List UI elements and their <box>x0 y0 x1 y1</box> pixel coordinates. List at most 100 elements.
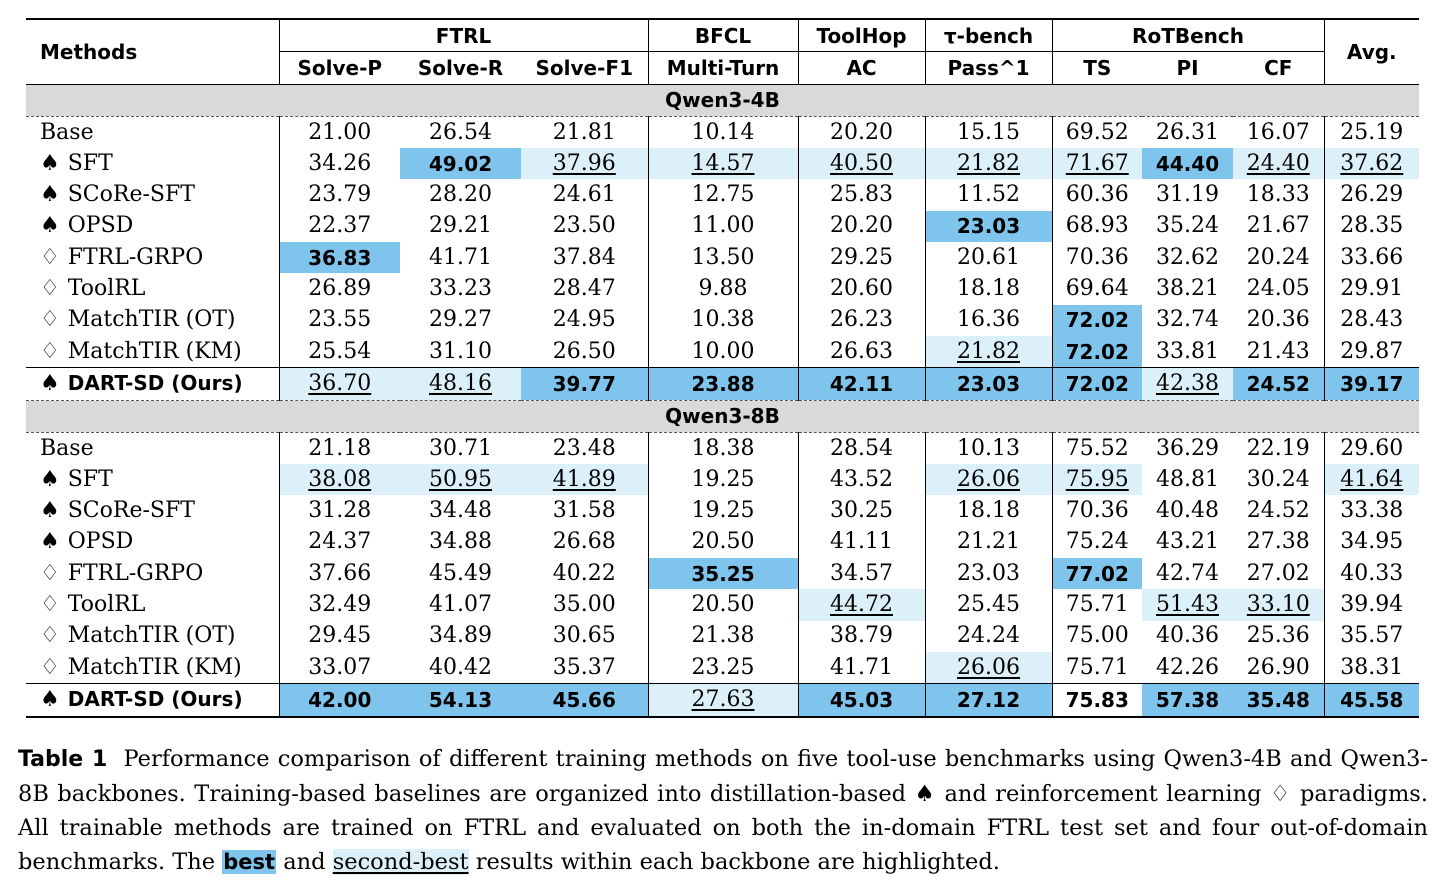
value-cell: 60.36 <box>1051 179 1143 211</box>
value-cell: 75.83 <box>1051 683 1143 718</box>
value-cell: 69.64 <box>1051 273 1143 305</box>
methods-header: Methods <box>26 17 279 85</box>
value-cell: 27.63 <box>647 683 799 718</box>
value-cell: 25.45 <box>924 589 1053 621</box>
value-cell: 23.50 <box>552 213 616 239</box>
value-cell: 50.95 <box>400 464 521 496</box>
value-cell: 33.81 <box>1156 338 1219 364</box>
value-cell: 20.50 <box>647 526 799 559</box>
group-header-ftrl: FTRL <box>278 18 649 52</box>
value-cell: 25.54 <box>278 335 400 368</box>
value-cell: 51.43 <box>1142 589 1234 621</box>
value-cell: 26.50 <box>552 338 616 364</box>
value-cell: 21.67 <box>1246 213 1310 239</box>
value-cell: 30.71 <box>429 435 492 461</box>
value-cell: 15.15 <box>924 116 1053 149</box>
table-row: ♢ FTRL-GRPO 36.83 41.71 37.84 13.50 29.25 20.61… <box>26 242 1420 274</box>
diamond-marker-icon: ♢ <box>40 244 60 270</box>
method-cell: ♢ FTRL-GRPO <box>26 242 279 273</box>
value-cell: 38.21 <box>1156 276 1219 302</box>
value-cell: 28.47 <box>552 276 616 302</box>
value-cell: 44.72 <box>797 589 926 621</box>
value-cell: 70.36 <box>1051 242 1143 274</box>
value-cell: 14.57 <box>647 148 799 180</box>
diamond-marker-icon: ♢ <box>40 338 60 364</box>
value-cell: 54.13 <box>400 683 521 718</box>
value-cell: 68.93 <box>1051 210 1143 243</box>
value-cell: 37.66 <box>278 558 400 590</box>
value-cell: 9.88 <box>647 273 799 305</box>
value-cell: 35.25 <box>647 558 799 590</box>
results-table: Methods FTRL BFCL ToolHop τ-bench RoTBen… <box>26 17 1420 718</box>
value-cell: 35.57 <box>1323 620 1420 652</box>
value-cell: 10.38 <box>647 304 799 336</box>
table-row: ♢ ToolRL 32.49 41.07 35.00 20.50 44.72 25.45 75.… <box>26 589 1420 621</box>
value-cell: 42.11 <box>797 367 926 401</box>
method-name: SFT <box>67 466 113 492</box>
value-cell: 23.55 <box>278 304 400 336</box>
value-cell: 38.79 <box>797 620 926 652</box>
group-header-toolhop: ToolHop <box>797 18 926 52</box>
value-cell: 48.16 <box>400 367 521 401</box>
method-cell: ♠ SFT <box>26 464 279 495</box>
value-cell: 29.27 <box>429 307 492 333</box>
value-cell: 13.50 <box>647 242 799 274</box>
method-name: MatchTIR (OT) <box>67 307 236 333</box>
spade-marker-icon: ♠ <box>40 498 60 524</box>
value-cell: 21.82 <box>924 335 1053 368</box>
method-cell: ♠ SFT <box>26 148 279 179</box>
value-cell: 77.02 <box>1051 558 1143 590</box>
value-cell: 19.25 <box>647 495 799 527</box>
value-cell: 33.38 <box>1323 495 1420 527</box>
value-cell: 30.24 <box>1246 466 1310 492</box>
value-cell: 16.07 <box>1246 119 1310 145</box>
value-cell: 35.00 <box>552 591 616 617</box>
spade-marker-icon: ♠ <box>40 371 60 397</box>
spade-marker-icon: ♠ <box>40 529 60 555</box>
diamond-marker-icon: ♢ <box>40 654 60 680</box>
method-name: OPSD <box>67 213 134 239</box>
value-cell: 33.23 <box>429 276 492 302</box>
value-cell: 30.25 <box>797 495 926 527</box>
method-cell: ♢ MatchTIR (OT) <box>26 305 279 336</box>
value-cell: 75.71 <box>1051 651 1143 684</box>
group-header-tau-bench: τ-bench <box>924 18 1053 52</box>
section-header-row: Qwen3-8B <box>26 399 1420 433</box>
value-cell: 34.88 <box>429 529 492 555</box>
value-cell: 21.81 <box>552 119 616 145</box>
method-name: Base <box>40 435 94 461</box>
table-row: ♠ SCoRe-SFT 23.79 28.20 24.61 12.75 25.83 11.52… <box>26 179 1420 211</box>
spade-marker-icon: ♠ <box>40 150 60 176</box>
value-cell: 43.52 <box>797 464 926 496</box>
value-cell: 23.25 <box>647 651 799 684</box>
method-name: OPSD <box>67 529 134 555</box>
value-cell: 42.26 <box>1156 654 1219 680</box>
metric-header-ac: AC <box>797 51 926 85</box>
value-cell: 75.71 <box>1051 589 1143 621</box>
value-cell: 38.08 <box>278 464 400 496</box>
method-name: SCoRe-SFT <box>67 182 195 208</box>
value-cell: 28.54 <box>797 432 926 465</box>
method-name: MatchTIR (OT) <box>67 623 236 649</box>
value-cell: 37.84 <box>552 244 616 270</box>
value-cell: 26.06 <box>924 651 1053 684</box>
value-cell: 21.38 <box>647 620 799 652</box>
method-name: DART-SD (Ours) <box>67 687 243 712</box>
value-cell: 41.71 <box>797 651 926 684</box>
value-cell: 16.36 <box>924 304 1053 336</box>
header-row-groups: Methods FTRL BFCL ToolHop τ-bench RoTBen… <box>26 17 1420 85</box>
value-cell: 36.83 <box>278 242 400 274</box>
value-cell: 35.48 <box>1233 683 1325 718</box>
metric-header-solve-p: Solve-P <box>278 51 400 85</box>
value-cell: 41.89 <box>521 464 649 496</box>
method-cell: Base <box>26 116 279 148</box>
value-cell: 29.25 <box>797 242 926 274</box>
spade-marker-icon: ♠ <box>40 466 60 492</box>
value-cell: 26.29 <box>1323 179 1420 211</box>
method-cell: ♠ SCoRe-SFT <box>26 179 279 210</box>
value-cell: 40.50 <box>797 148 926 180</box>
value-cell: 23.79 <box>278 179 400 211</box>
table-row: ♢ FTRL-GRPO 37.66 45.49 40.22 35.25 34.57 23.03… <box>26 558 1420 590</box>
table-row-ours: ♠ DART-SD (Ours) 42.00 54.13 45.66 27.63 45.03… <box>26 683 1420 718</box>
